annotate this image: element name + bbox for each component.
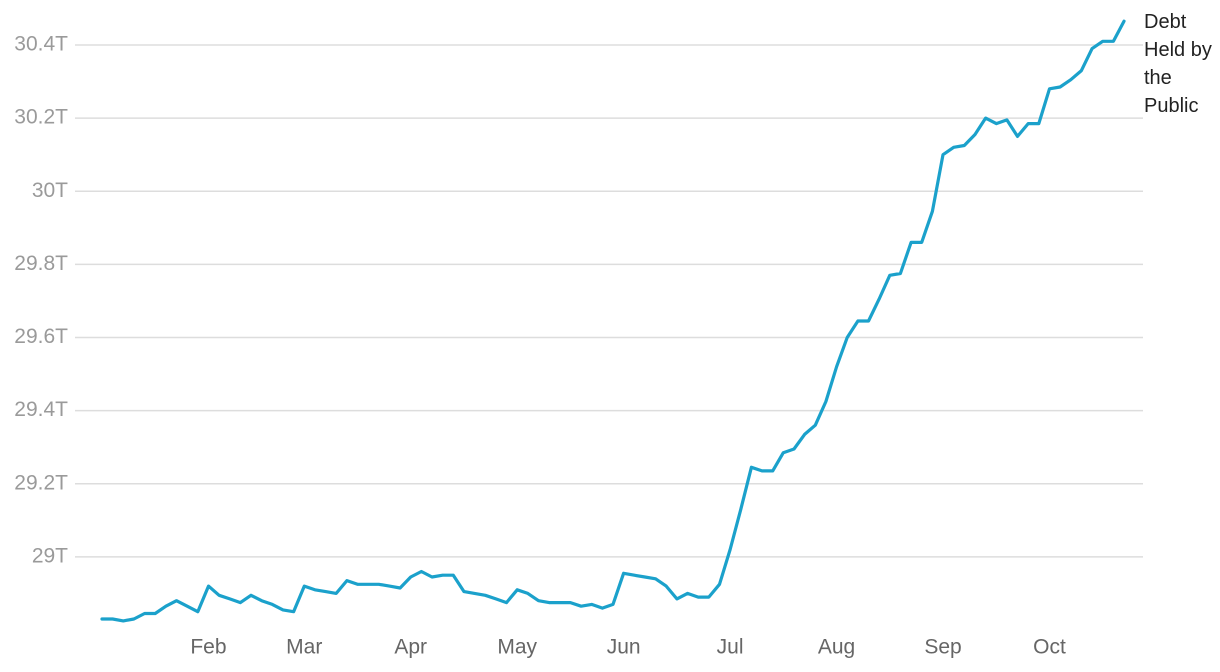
y-tick-label: 29.8T <box>14 252 68 275</box>
y-tick-label: 30.4T <box>14 33 68 56</box>
x-tick-label: Jun <box>607 636 641 659</box>
series-label: Debt Held by the Public <box>1144 11 1212 117</box>
y-tick-label: 29.4T <box>14 398 68 421</box>
x-tick-label: Sep <box>924 636 961 659</box>
x-tick-label: Apr <box>394 636 427 659</box>
x-tick-label: Oct <box>1033 636 1066 659</box>
y-tick-label: 29T <box>32 544 68 567</box>
x-tick-label: Aug <box>818 636 855 659</box>
x-tick-label: Jul <box>717 636 744 659</box>
y-tick-label: 29.2T <box>14 471 68 494</box>
x-tick-label: Feb <box>190 636 226 659</box>
x-tick-label: Mar <box>286 636 322 659</box>
y-tick-label: 30T <box>32 179 68 202</box>
y-tick-label: 30.2T <box>14 106 68 129</box>
x-tick-label: May <box>497 636 537 659</box>
data-line <box>100 19 1126 623</box>
y-tick-label: 29.6T <box>14 325 68 348</box>
